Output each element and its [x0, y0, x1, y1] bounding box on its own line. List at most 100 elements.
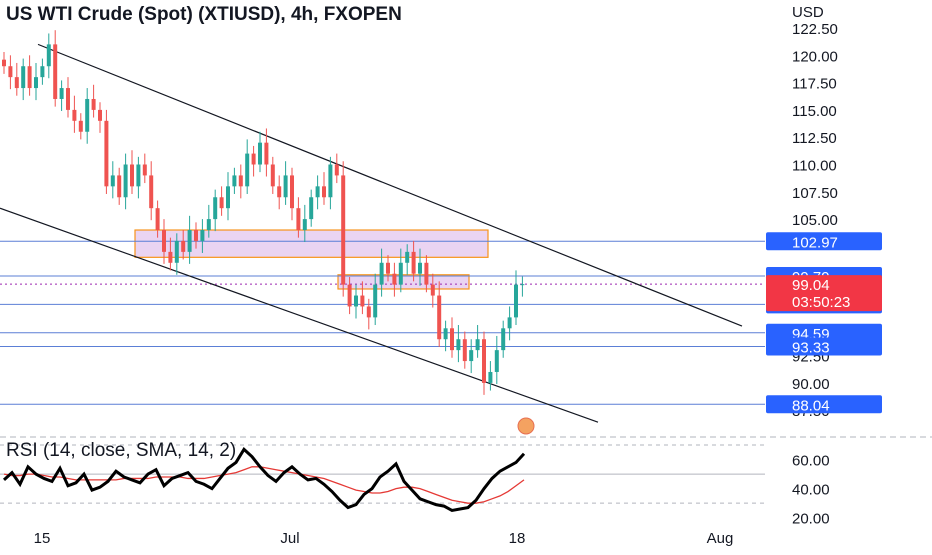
price-level-badge: [766, 337, 882, 356]
candle-body: [514, 284, 518, 318]
candle-body: [162, 230, 166, 252]
rsi-indicator-label[interactable]: RSI (14, close, SMA, 14, 2): [6, 440, 237, 461]
candle-body: [328, 164, 333, 198]
candle-body: [386, 262, 390, 274]
candle-body: [91, 98, 96, 110]
time-axis-tick-label: 15: [34, 530, 51, 547]
candle-body: [8, 66, 13, 78]
candle-body: [450, 328, 454, 351]
price-level-badge-label: 88.04: [792, 397, 830, 414]
price-axis-tick-label: 120.00: [792, 48, 838, 65]
candle-body: [46, 44, 51, 67]
candle-body: [302, 219, 307, 231]
candle-body: [264, 142, 269, 165]
candle-body: [130, 164, 134, 187]
candle-body: [430, 284, 435, 296]
candle-body: [469, 350, 474, 362]
candle-body: [213, 197, 218, 220]
candle-body: [507, 317, 512, 329]
price-axis-tick-label: 117.50: [792, 76, 837, 93]
current-price-label: 99.04: [792, 277, 830, 294]
price-level-badge: [766, 323, 882, 342]
candle-body: [309, 197, 314, 220]
candle-body: [226, 186, 230, 209]
candle-body: [424, 262, 429, 285]
candle-body: [270, 164, 275, 187]
candle-body: [174, 240, 179, 263]
candle-body: [59, 88, 64, 99]
candle-body: [290, 175, 294, 209]
rsi-axis-tick-label: 40.00: [792, 482, 830, 499]
channel-lower-line: [0, 207, 599, 423]
candle-body: [373, 284, 378, 318]
price-level-badge: [766, 395, 882, 414]
candle-body: [110, 175, 115, 187]
candle-body: [456, 339, 461, 351]
candle-body: [315, 186, 320, 198]
candle-body: [123, 164, 128, 198]
chart-title: US WTI Crude (Spot) (XTIUSD), 4h, FXOPEN: [6, 4, 402, 25]
candle-body: [187, 230, 192, 252]
candle-body: [488, 371, 493, 383]
candle-body: [98, 109, 102, 121]
candle-body: [85, 98, 90, 132]
price-axis-tick-label: 115.00: [792, 103, 837, 120]
candle-body: [117, 175, 122, 198]
candle-body: [40, 66, 45, 78]
time-axis-tick-label: Aug: [707, 530, 734, 547]
candle-body: [411, 251, 416, 274]
candle-body: [475, 339, 480, 351]
price-axis-tick-label: 110.00: [792, 158, 837, 175]
candle-body: [379, 262, 384, 285]
candle-body: [283, 175, 288, 198]
rsi-axis-tick-label: 60.00: [792, 453, 830, 470]
candle-body: [2, 59, 6, 67]
price-axis-tick-label: 90.00: [792, 376, 830, 393]
time-axis-tick-label: Jul: [280, 530, 299, 547]
candle-body: [27, 66, 32, 89]
candle-body: [366, 306, 371, 318]
candle-body: [347, 284, 352, 307]
candle-body: [322, 186, 326, 198]
price-axis-tick-label: 122.50: [792, 21, 838, 38]
candle-body: [341, 175, 346, 285]
candle-body: [142, 164, 147, 176]
price-axis-tick-label: 107.50: [792, 185, 838, 202]
candle-body: [104, 120, 109, 187]
candle-body: [437, 295, 442, 340]
candle-body: [520, 284, 525, 286]
price-axis-tick-label: 105.00: [792, 212, 838, 229]
candle-body: [232, 175, 237, 187]
rsi-line: [2, 447, 526, 513]
candle-body: [72, 109, 77, 121]
candle-body: [245, 153, 250, 187]
candle-body: [277, 186, 282, 198]
channel-upper-line: [37, 43, 743, 327]
candle-body: [405, 251, 410, 263]
event-marker-icon: [517, 417, 535, 435]
price-level-badge-label: 102.97: [792, 234, 838, 251]
candle-body: [443, 328, 448, 340]
countdown-label: 03:50:23: [792, 294, 850, 311]
candle-body: [219, 197, 224, 209]
candle-body: [194, 230, 198, 241]
price-level-badge: [766, 232, 882, 251]
supply-demand-zone: [337, 274, 470, 290]
candle-body: [200, 230, 205, 241]
candle-body: [14, 77, 19, 89]
candle-body: [501, 328, 506, 351]
candle-body: [418, 262, 422, 274]
price-level-badge-label: 93.33: [792, 340, 830, 357]
candle-body: [21, 66, 26, 89]
candle-body: [155, 208, 160, 231]
candle-body: [181, 240, 186, 252]
candle-body: [238, 175, 243, 187]
candle-body: [168, 251, 173, 263]
price-axis-tick-label: 112.50: [792, 130, 837, 147]
rsi-axis-tick-label: 20.00: [792, 511, 830, 528]
candle-body: [360, 295, 365, 307]
candle-body: [462, 339, 467, 362]
candle-body: [78, 120, 83, 132]
